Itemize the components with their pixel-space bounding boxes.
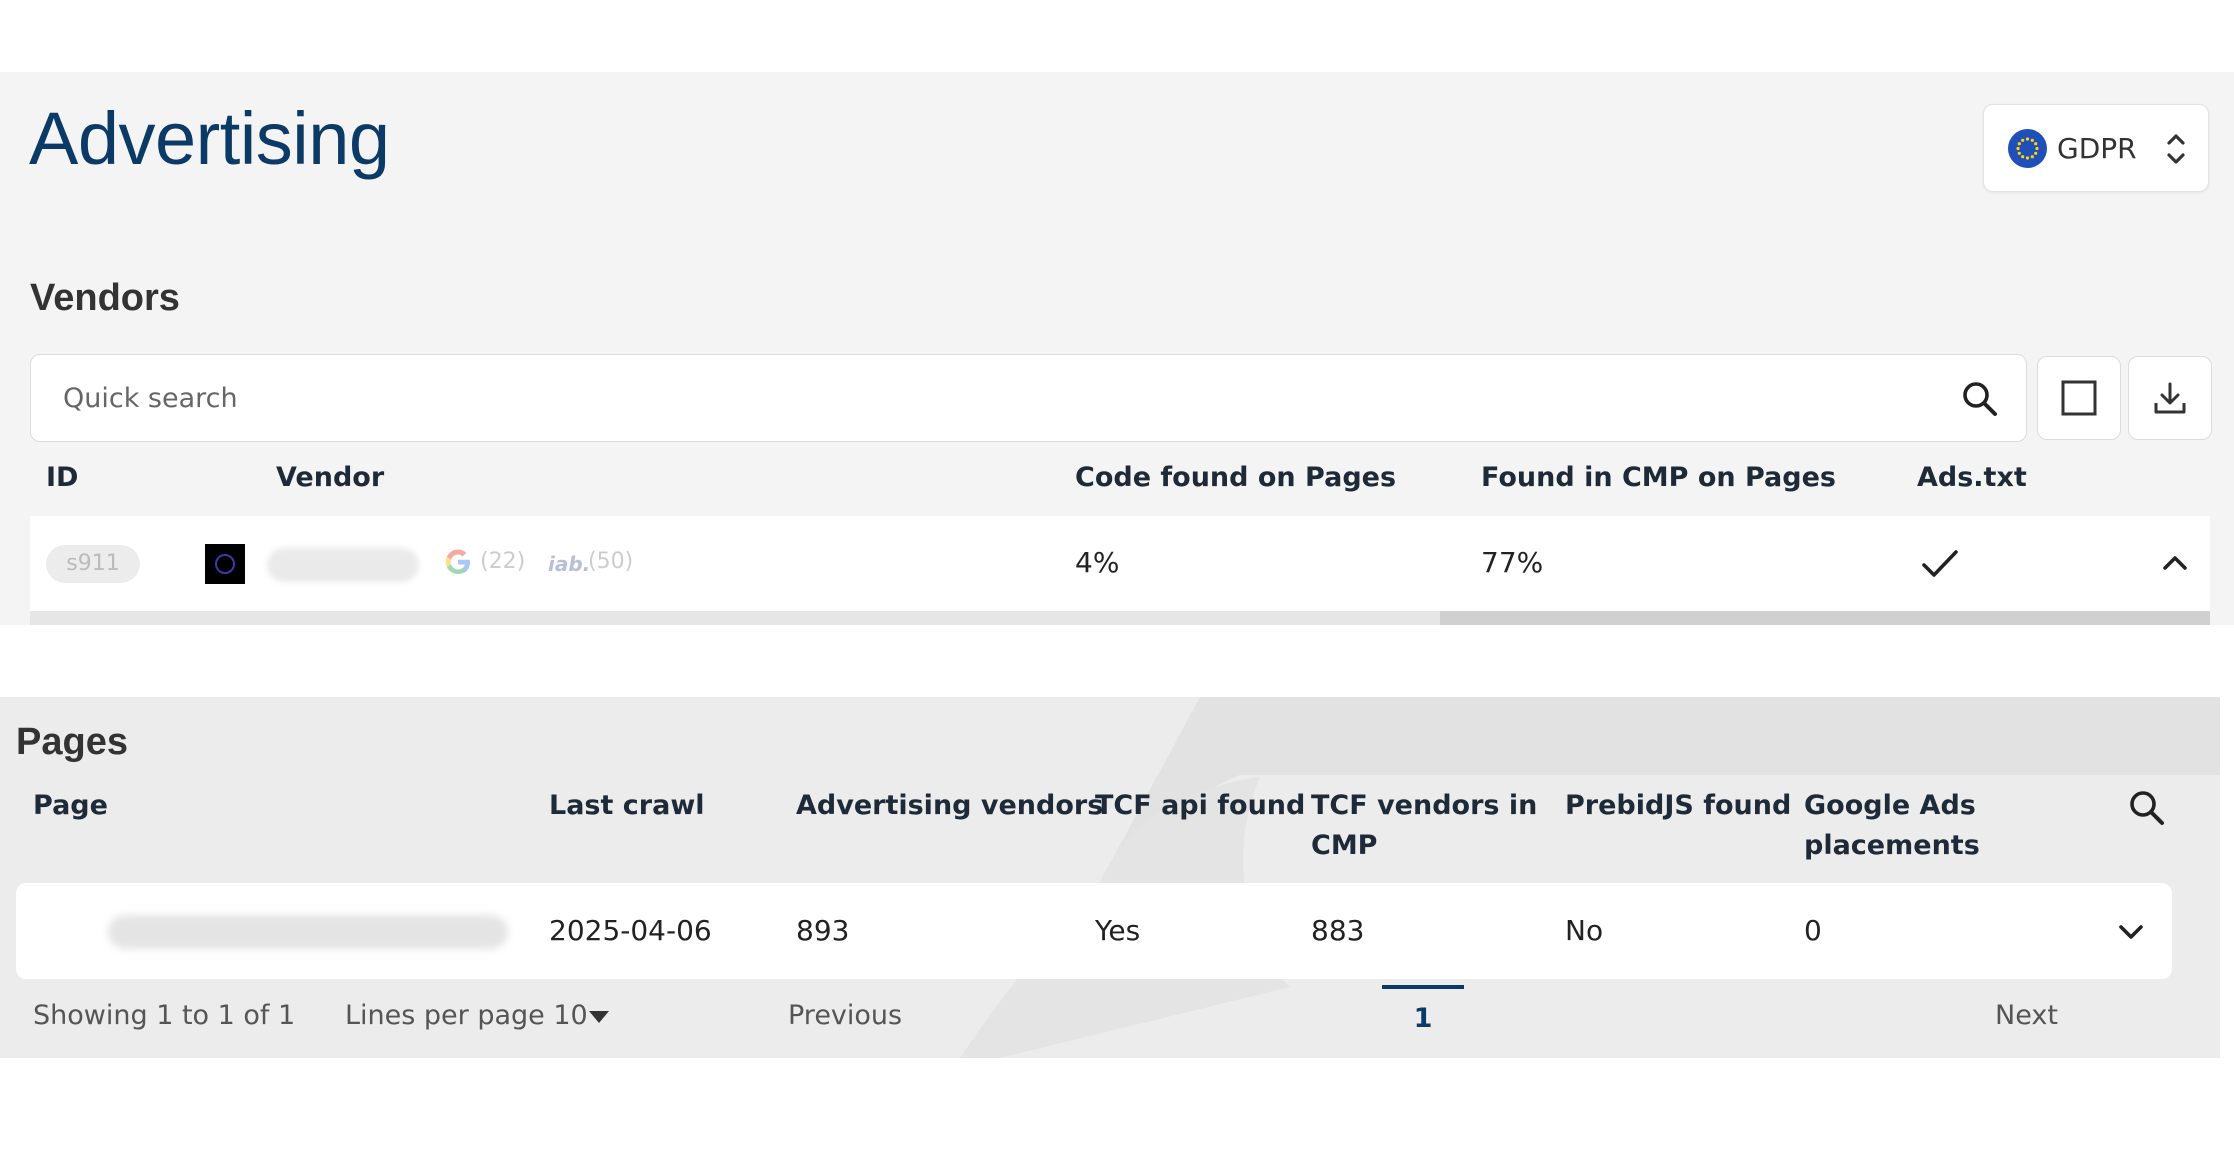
vendor-id-badge: s911 (46, 545, 140, 583)
download-icon (2154, 382, 2186, 414)
next-page-button[interactable]: Next (1995, 1000, 2058, 1031)
region-select[interactable]: GDPR (1983, 104, 2209, 192)
pages-panel: Pages Page Last crawl Advertising vendor… (0, 697, 2220, 1058)
vendor-logo (205, 544, 245, 584)
pages-section-title: Pages (16, 721, 128, 763)
page-title: Advertising (29, 97, 390, 180)
search-icon[interactable] (2127, 788, 2167, 828)
prebid-value: No (1565, 914, 1604, 947)
checkbox-icon (2061, 380, 2097, 416)
found-in-cmp-value: 77% (1481, 546, 1544, 579)
pagination-summary: Showing 1 to 1 of 1 (33, 1000, 296, 1031)
table-row[interactable]: 2025-04-06 893 Yes 883 No 0 (16, 883, 2172, 979)
background-decoration (960, 697, 2220, 1058)
iab-logo: iab. (548, 552, 591, 576)
column-header-google-ads-line1: Google Ads (1804, 790, 1976, 821)
vendor-search-box (30, 354, 2027, 442)
column-header-found-in-cmp[interactable]: Found in CMP on Pages (1481, 462, 1836, 493)
region-label: GDPR (2057, 131, 2137, 165)
column-header-advertising-vendors[interactable]: Advertising vendors (796, 790, 1104, 821)
eu-flag-icon (2008, 128, 2047, 168)
vendor-name-redacted (267, 548, 419, 582)
tcf-api-value: Yes (1095, 914, 1141, 947)
caret-down-icon[interactable] (588, 1010, 610, 1024)
page-url-redacted (108, 915, 508, 949)
vendor-search-input[interactable] (63, 355, 1923, 441)
google-icon (445, 549, 470, 574)
select-all-button[interactable] (2037, 356, 2121, 440)
scrollbar-thumb[interactable] (1440, 611, 2210, 625)
previous-page-button[interactable]: Previous (788, 1000, 903, 1031)
checkmark-icon (1922, 550, 1958, 577)
code-found-value: 4% (1075, 546, 1120, 579)
advertising-panel: Advertising GDPR Vendors (0, 72, 2234, 625)
chevron-updown-icon (2167, 134, 2185, 164)
column-header-google-ads-line2: placements (1804, 830, 1980, 861)
search-icon[interactable] (1960, 379, 2000, 419)
tcf-vendors-value: 883 (1311, 914, 1365, 947)
iab-count: (50) (588, 549, 634, 574)
table-row[interactable]: s911 (22) iab. (50) 4% 77% (30, 516, 2210, 611)
column-header-google-ads[interactable]: Google Ads placements (1804, 786, 1980, 866)
column-header-code-found[interactable]: Code found on Pages (1075, 462, 1397, 493)
column-header-tcf-vendors-line1: TCF vendors in (1311, 790, 1538, 821)
column-header-last-crawl[interactable]: Last crawl (549, 790, 705, 821)
column-header-prebid[interactable]: PrebidJS found (1565, 790, 1792, 821)
lines-per-page-select[interactable]: Lines per page 10 (345, 1000, 588, 1031)
column-header-vendor[interactable]: Vendor (276, 462, 385, 493)
vendors-section-title: Vendors (30, 277, 180, 319)
google-ads-value: 0 (1804, 914, 1822, 947)
chevron-down-icon[interactable] (2116, 917, 2146, 947)
column-header-ads-txt[interactable]: Ads.txt (1917, 462, 2027, 493)
column-header-tcf-vendors-line2: CMP (1311, 830, 1378, 861)
horizontal-scrollbar[interactable] (30, 611, 2210, 625)
download-button[interactable] (2128, 356, 2212, 440)
chevron-up-icon[interactable] (2160, 548, 2190, 578)
google-count: (22) (480, 549, 526, 574)
column-header-tcf-api[interactable]: TCF api found (1095, 790, 1306, 821)
advertising-vendors-value: 893 (796, 914, 850, 947)
page-number-current[interactable]: 1 (1382, 985, 1464, 1035)
column-header-page[interactable]: Page (33, 790, 108, 821)
last-crawl-value: 2025-04-06 (549, 914, 712, 947)
column-header-id[interactable]: ID (46, 462, 79, 493)
column-header-tcf-vendors[interactable]: TCF vendors in CMP (1311, 786, 1537, 866)
